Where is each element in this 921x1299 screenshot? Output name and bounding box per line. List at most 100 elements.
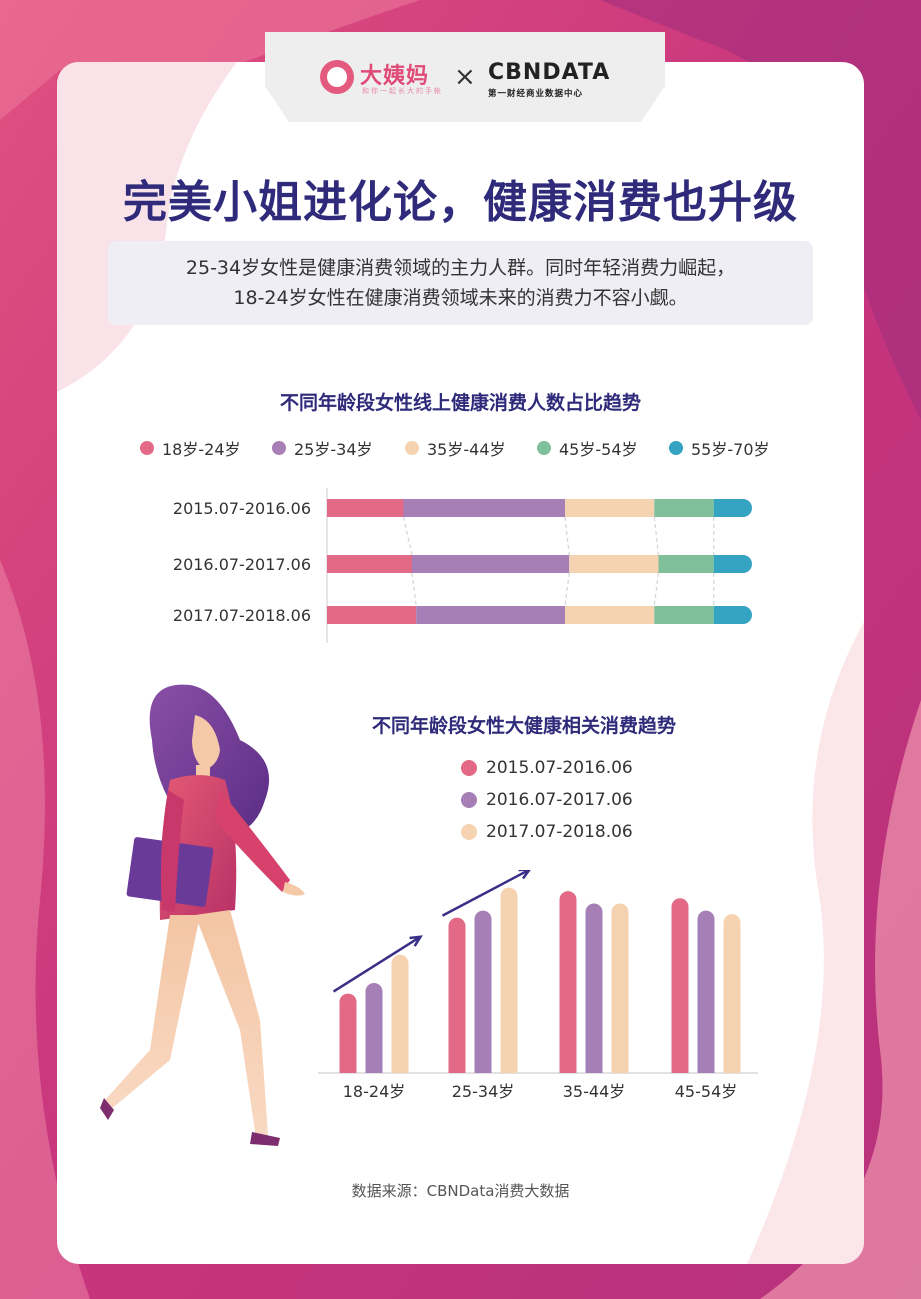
legend-swatch bbox=[669, 441, 683, 455]
chart1-connector bbox=[564, 516, 570, 556]
chart1-connector bbox=[411, 572, 417, 607]
chart2-bar bbox=[474, 919, 492, 1073]
dayima-face-icon bbox=[320, 60, 354, 94]
chart1-stacked-bars: 2015.07-2016.06 2016.07-2017.06 2017.07-20… bbox=[173, 488, 752, 643]
dayima-logo: 大姨妈 和你一起长大的手帐 bbox=[320, 58, 450, 100]
chart1-legend-item: 18岁-24岁 bbox=[140, 436, 241, 460]
chart2-bar bbox=[585, 912, 603, 1073]
legend-label: 2016.07-2017.06 bbox=[486, 790, 633, 810]
legend-label: 2017.07-2018.06 bbox=[486, 822, 633, 842]
chart1-bar-segment bbox=[412, 555, 570, 573]
chart2-grouped-bars: 18-24岁 25-34岁 35-44岁 45-54岁 bbox=[318, 870, 758, 1101]
cbndata-logo-tagline: 第一财经商业数据中心 bbox=[488, 89, 584, 99]
walking-woman-illustration bbox=[100, 684, 305, 1146]
chart2-bar bbox=[559, 899, 577, 1073]
chart2-bar bbox=[611, 912, 629, 1073]
chart1-category-label: 2017.07-2018.06 bbox=[173, 606, 311, 625]
chart1-legend-item: 25岁-34岁 bbox=[272, 436, 373, 460]
chart2-category-label: 18-24岁 bbox=[343, 1082, 406, 1101]
legend-label: 55岁-70岁 bbox=[691, 440, 770, 459]
chart2-trend-arrow bbox=[441, 870, 531, 917]
legend-label: 18岁-24岁 bbox=[162, 440, 241, 459]
chart2-bar-cap bbox=[697, 910, 715, 928]
chart1-legend: 18岁-24岁 25岁-34岁 35岁-44岁 45岁-54岁 55岁-70岁 bbox=[0, 436, 921, 460]
legend-swatch bbox=[537, 441, 551, 455]
chart1-bar-segment bbox=[327, 499, 404, 517]
chart1-legend-item: 55岁-70岁 bbox=[669, 436, 770, 460]
chart1-bar-segment bbox=[327, 555, 412, 573]
legend-swatch bbox=[405, 441, 419, 455]
chart2-bar bbox=[697, 919, 715, 1073]
chart2-bar bbox=[500, 896, 518, 1073]
chart2-legend-item: 2017.07-2018.06 bbox=[461, 822, 633, 842]
chart1-bar-segment bbox=[327, 606, 417, 624]
legend-swatch bbox=[461, 824, 477, 840]
chart2-bar-cap bbox=[500, 887, 518, 905]
chart2-legend: 2015.07-2016.06 2016.07-2017.06 2017.07-… bbox=[461, 758, 633, 854]
chart2-bar bbox=[339, 1002, 357, 1073]
chart1-bar-segment bbox=[654, 606, 714, 624]
legend-swatch bbox=[140, 441, 154, 455]
legend-label: 2015.07-2016.06 bbox=[486, 758, 633, 778]
chart2-bar-cap bbox=[365, 982, 383, 1000]
chart2-bar-cap bbox=[448, 917, 466, 935]
chart2-bar-cap bbox=[559, 891, 577, 909]
chart1-bar-cap bbox=[327, 499, 345, 517]
chart2-category-label: 35-44岁 bbox=[563, 1082, 626, 1101]
chart2-category-label: 45-54岁 bbox=[675, 1082, 738, 1101]
chart2-title: 不同年龄段女性大健康相关消费趋势 bbox=[372, 715, 677, 737]
chart1-bar-cap bbox=[327, 555, 345, 573]
chart1-title: 不同年龄段女性线上健康消费人数占比趋势 bbox=[279, 392, 641, 414]
summary-line-2: 18-24岁女性在健康消费领域未来的消费力不容小觑。 bbox=[233, 287, 688, 309]
logo-separator: × bbox=[454, 62, 476, 92]
chart1-category-label: 2016.07-2017.06 bbox=[173, 555, 311, 574]
chart1-legend-item: 35岁-44岁 bbox=[405, 436, 506, 460]
chart1-bar-cap bbox=[734, 499, 752, 517]
chart1-connector bbox=[564, 572, 570, 607]
chart2-bar-cap bbox=[339, 993, 357, 1011]
chart2-bar-cap bbox=[474, 910, 492, 928]
chart2-trend-arrow bbox=[332, 935, 422, 993]
chart2-bar-cap bbox=[391, 954, 409, 972]
chart2-category-label: 25-34岁 bbox=[452, 1082, 515, 1101]
legend-swatch bbox=[461, 792, 477, 808]
legend-swatch bbox=[272, 441, 286, 455]
chart1-connector bbox=[402, 516, 413, 556]
chart2-bar-cap bbox=[671, 898, 689, 916]
chart1-bar-cap bbox=[734, 606, 752, 624]
legend-label: 25岁-34岁 bbox=[294, 440, 373, 459]
cbndata-logo: CBNDATA 第一财经商业数据中心 bbox=[488, 60, 618, 100]
dayima-logo-tagline: 和你一起长大的手帐 bbox=[362, 87, 443, 95]
chart1-connector bbox=[653, 516, 660, 556]
chart1-bar-segment bbox=[416, 606, 565, 624]
data-source: 数据来源：CBNData消费大数据 bbox=[351, 1182, 570, 1200]
chart1-bar-segment bbox=[569, 555, 659, 573]
legend-label: 35岁-44岁 bbox=[427, 440, 506, 459]
cbndata-logo-name: CBNDATA bbox=[488, 60, 611, 85]
chart2-bar bbox=[391, 963, 409, 1073]
chart2-bar-cap bbox=[611, 903, 629, 921]
chart2-legend-item: 2015.07-2016.06 bbox=[461, 758, 633, 778]
chart2-bar bbox=[723, 922, 741, 1073]
legend-swatch bbox=[461, 760, 477, 776]
chart1-bar-segment bbox=[403, 499, 565, 517]
summary-line-1: 25-34岁女性是健康消费领域的主力人群。同时年轻消费力崛起， bbox=[185, 257, 736, 279]
chart2-bar-cap bbox=[723, 914, 741, 932]
page-title: 完美小姐进化论，健康消费也升级 bbox=[123, 177, 798, 228]
chart2-trend-arrowhead bbox=[518, 870, 531, 880]
chart1-bar-segment bbox=[658, 555, 714, 573]
chart2-bar bbox=[365, 991, 383, 1073]
chart1-bar-segment bbox=[654, 499, 714, 517]
summary-box: 25-34岁女性是健康消费领域的主力人群。同时年轻消费力崛起， 18-24岁女性… bbox=[108, 241, 813, 325]
chart2-trend-arrowhead bbox=[409, 935, 423, 947]
chart1-legend-item: 45岁-54岁 bbox=[537, 436, 638, 460]
chart1-connector bbox=[653, 572, 660, 607]
chart2-legend-item: 2016.07-2017.06 bbox=[461, 790, 633, 810]
card-decoration bbox=[57, 62, 864, 1264]
chart2-bar bbox=[671, 906, 689, 1073]
chart1-bar-segment bbox=[565, 606, 655, 624]
chart2-bar-cap bbox=[585, 903, 603, 921]
legend-label: 45岁-54岁 bbox=[559, 440, 638, 459]
chart1-bar-segment bbox=[565, 499, 655, 517]
chart1-bar-cap bbox=[327, 606, 345, 624]
